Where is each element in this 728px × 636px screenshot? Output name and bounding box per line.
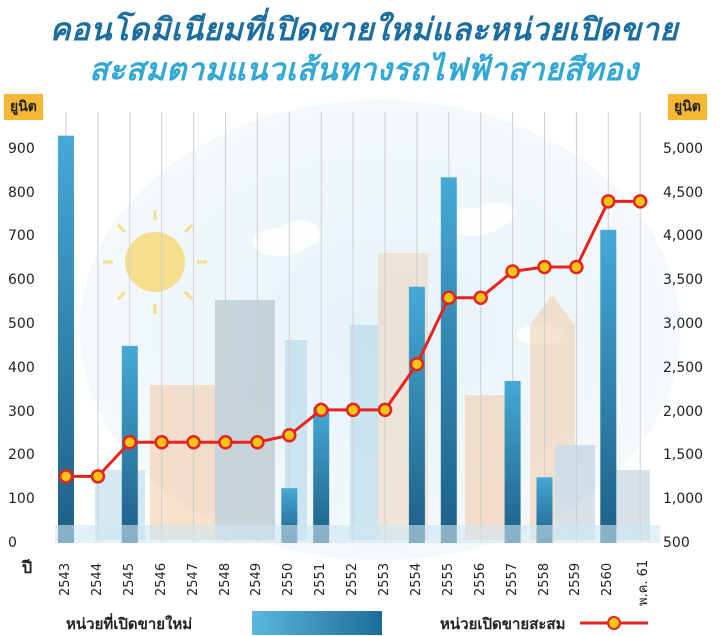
bar-2557 [504, 380, 521, 543]
line-point-2550 [282, 428, 297, 443]
left-axis-tick-label: 0 [8, 535, 17, 551]
line-point-2556 [473, 290, 488, 305]
x-tick-label-2547: 2547 [185, 562, 201, 596]
line-point-2543 [58, 469, 74, 484]
left-axis-tick-label: 300 [8, 403, 35, 420]
right-axis-tick-label: 1,500 [663, 447, 704, 464]
left-axis-tick-label: 100 [8, 491, 35, 508]
left-axis-unit-badge: ยูนิต [4, 94, 43, 120]
x-tick-label-พ.ค. 61: พ.ค. 61 [636, 559, 652, 606]
legend-line-swatch [580, 616, 648, 630]
x-axis-label: ปี [22, 558, 33, 577]
x-tick-label-2557: 2557 [504, 562, 520, 596]
x-tick-label-2556: 2556 [472, 562, 488, 596]
line-point-2560 [601, 194, 616, 209]
baseline-strip [55, 525, 660, 543]
line-point-2544 [90, 469, 106, 484]
x-tick-label-2555: 2555 [440, 562, 456, 596]
right-axis-tick-label: 2,500 [663, 359, 704, 376]
bar-2551 [313, 407, 330, 543]
x-tick-label-2543: 2543 [58, 562, 73, 596]
x-tick-label-2548: 2548 [217, 562, 233, 596]
x-tick-label-2546: 2546 [153, 562, 169, 596]
line-point-พ.ค. 61 [632, 194, 648, 209]
legend-bars-swatch [252, 611, 382, 635]
line-point-2555 [441, 290, 457, 305]
x-tick-label-2554: 2554 [408, 562, 424, 596]
right-axis-tick-label: 5,000 [663, 140, 704, 157]
line-point-2554 [409, 357, 425, 372]
bar-series-new-units [58, 135, 617, 543]
right-axis-tick-label: 4,000 [663, 228, 704, 245]
x-tick-label-2551: 2551 [313, 562, 329, 596]
x-tick-label-2558: 2558 [536, 562, 552, 596]
line-point-2552 [345, 402, 361, 418]
line-point-2547 [186, 435, 201, 450]
right-axis-unit-badge: ยูนิต [668, 94, 707, 120]
bar-2555 [440, 177, 457, 543]
line-point-2553 [377, 402, 393, 418]
right-axis-tick-label: 3,500 [663, 272, 704, 289]
line-point-2545 [122, 435, 138, 450]
chart-title-line-1: คอนโดมิเนียมที่เปิดขายใหม่และหน่วยเปิดขา… [49, 12, 679, 48]
line-series-cumulative-units [58, 194, 648, 484]
line-point-2549 [250, 435, 265, 450]
left-axis-tick-label: 500 [8, 316, 35, 332]
bar-2554 [408, 286, 425, 543]
left-axis-tick-label: 400 [8, 359, 35, 376]
bar-2543 [58, 135, 74, 543]
line-point-2558 [537, 259, 552, 275]
x-tick-label-2552: 2552 [345, 562, 361, 596]
line-point-2559 [569, 259, 584, 275]
line-point-2551 [313, 402, 329, 418]
legend-line-label: หน่วยเปิดขายสะสม [440, 615, 566, 633]
line-point-2557 [505, 264, 520, 279]
left-axis-tick-label: 600 [8, 272, 35, 289]
right-axis-tick-label: 1,000 [663, 491, 704, 508]
sun-icon [103, 210, 207, 314]
line-point-2546 [154, 435, 169, 450]
line-point-2548 [218, 435, 233, 450]
x-tick-label-2560: 2560 [600, 562, 616, 596]
legend-bars-label: หน่วยที่เปิดขายใหม่ [66, 615, 193, 633]
right-axis-tick-label: 4,500 [663, 184, 704, 201]
city-background-illustration [60, 100, 680, 560]
left-axis-tick-label: 800 [8, 184, 35, 201]
bar-2560 [600, 229, 617, 543]
x-tick-label-2553: 2553 [377, 562, 392, 596]
right-axis-tick-label: 3,000 [663, 316, 704, 332]
chart-title-line-2: สะสมตามแนวเส้นทางรถไฟฟ้าสายสีทอง [89, 52, 639, 88]
left-axis-tick-label: 900 [8, 140, 35, 157]
left-axis-tick-label: 700 [8, 228, 35, 245]
cloud-icon [60, 191, 564, 345]
right-axis-tick-label: 2,000 [663, 403, 704, 420]
right-axis-tick-label: 500 [663, 535, 690, 551]
x-tick-label-2545: 2545 [121, 562, 137, 596]
x-tick-label-2559: 2559 [568, 562, 584, 596]
left-axis-tick-label: 200 [8, 447, 35, 464]
x-tick-label-2550: 2550 [281, 562, 297, 596]
x-tick-label-2549: 2549 [249, 562, 265, 596]
x-tick-label-2544: 2544 [89, 562, 105, 596]
